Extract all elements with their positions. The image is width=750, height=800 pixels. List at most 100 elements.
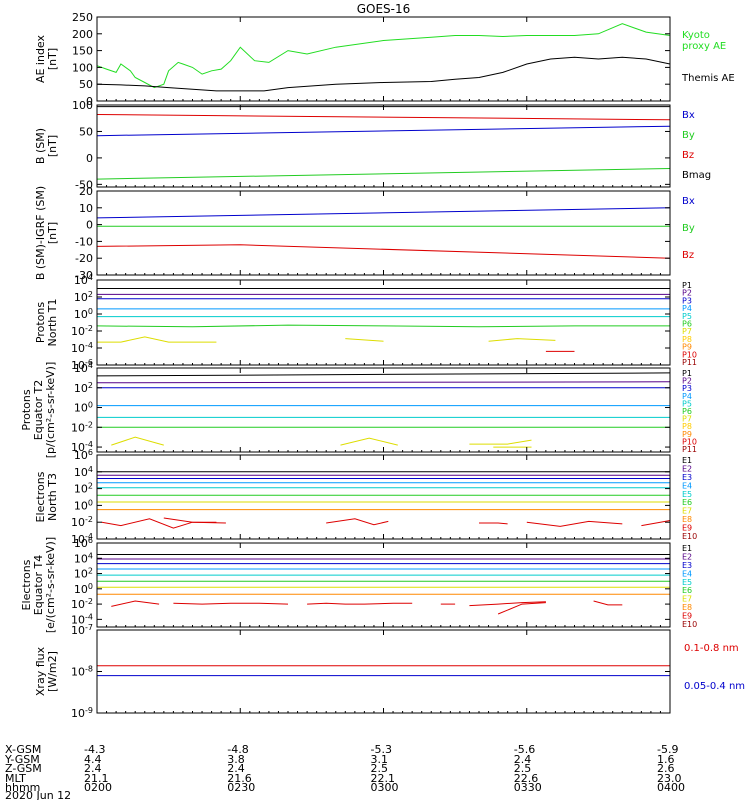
y-tick-label: -50 [75, 178, 93, 191]
legend-entry: By [682, 130, 695, 141]
x-tick-value: 0330 [514, 781, 542, 794]
legend-entry: P6 [682, 320, 692, 329]
legend-entry: E6 [682, 498, 692, 507]
series-et4-13 [497, 602, 546, 615]
legend-entry: E10 [682, 620, 697, 629]
series-et3-10 [326, 518, 389, 526]
y-axis-label: AE index [34, 34, 47, 83]
y-tick-label: 104 [74, 273, 93, 287]
y-axis-label: Protons [20, 389, 33, 430]
x-axis-info: X-GSMY-GSMZ-GSMMLThhmm-4.34.42.421.10200… [4, 743, 685, 800]
legend-entry: E5 [682, 578, 692, 587]
y-axis-label: [nT] [46, 135, 59, 157]
series-pt2-8 [469, 439, 532, 445]
date-label: 2020 Jun 12 [5, 789, 71, 800]
legend-entry: P6 [682, 407, 692, 416]
y-axis-label: [p/(cm²-s-sr-keV)] [44, 362, 57, 459]
series-pt2-6 [111, 436, 164, 446]
y-tick-label: 20 [79, 185, 93, 198]
x-tick-value: 0200 [84, 781, 112, 794]
panel-frame [96, 629, 671, 714]
y-tick-label: 10-2 [71, 324, 93, 338]
x-tick-value: 21.1 [84, 772, 109, 785]
y-axis-label: Electrons [20, 559, 33, 610]
x-tick-value: -5.9 [657, 743, 678, 756]
series-birgf-2 [96, 244, 671, 259]
x-tick-value: 3.1 [371, 753, 389, 766]
x-tick-value: 3.8 [227, 753, 245, 766]
legend-entry: E7 [682, 595, 692, 604]
y-tick-label: 250 [72, 11, 93, 24]
series-et4-12 [469, 601, 546, 607]
x-tick-value: 21.6 [227, 772, 252, 785]
y-tick-label: 10-6 [71, 358, 93, 372]
y-tick-label: 10-4 [71, 341, 93, 355]
y-tick-label: -10 [75, 235, 93, 248]
legend-entry: Bz [682, 250, 694, 261]
y-tick-label: 0 [86, 95, 93, 108]
y-axis-label: [nT] [46, 222, 59, 244]
series-bsm-3 [96, 168, 671, 180]
x-tick-value: 4.4 [84, 753, 102, 766]
legend-entry: P8 [682, 422, 692, 431]
y-tick-label: 10-2 [71, 420, 93, 434]
legend-entry: Themis AE [681, 73, 735, 84]
x-tick-value: 22.1 [371, 772, 396, 785]
legend-entry: P11 [682, 445, 697, 454]
y-tick-label: -30 [75, 269, 93, 282]
series-et4-10 [307, 602, 413, 605]
series-pt2-0 [96, 372, 671, 377]
y-tick-label: 50 [79, 125, 93, 138]
series-ae-0 [96, 23, 671, 89]
panel-xray: 10-7 10-8 10-9 Xray flux [W/m2] 0.1-0.8 nm 0.0… [34, 623, 745, 720]
x-tick-value: 2.4 [227, 762, 245, 775]
legend-entry: P5 [682, 312, 692, 321]
y-axis-label: North T1 [46, 299, 59, 347]
chart-title: GOES-16 [357, 2, 411, 16]
y-axis-label: B (SM)-IGRF (SM) [34, 186, 47, 280]
y-tick-label: 104 [74, 361, 93, 375]
legend-entry: P2 [682, 289, 692, 298]
legend-entry: P8 [682, 335, 692, 344]
x-tick-value: 2.4 [84, 762, 102, 775]
series-et3-9 [163, 517, 226, 524]
y-tick-label: 100 [74, 498, 93, 512]
y-axis-label: Protons [34, 302, 47, 343]
series-pt1-5 [96, 324, 670, 328]
y-tick-label: 0 [86, 219, 93, 232]
x-tick-value: 2.5 [371, 762, 389, 775]
legend-entry: Kyoto [682, 30, 710, 41]
legend-entry: P3 [682, 384, 692, 393]
y-tick-label: 0 [86, 152, 93, 165]
legend-entry: P7 [682, 327, 692, 336]
legend-entry: P5 [682, 399, 692, 408]
series-et4-8 [111, 600, 160, 607]
y-tick-label: 10-8 [71, 665, 93, 679]
series-bsm-1 [96, 114, 671, 121]
y-tick-label: 100 [74, 307, 93, 321]
legend-entry: E3 [682, 473, 692, 482]
y-tick-label: 102 [74, 482, 93, 496]
y-tick-label: 104 [74, 551, 93, 565]
x-tick-value: 1.6 [657, 753, 675, 766]
y-axis-label: [W/m2] [46, 651, 59, 692]
legend-entry: E4 [682, 481, 692, 490]
legend-entry: E3 [682, 561, 692, 570]
y-tick-label: 10-4 [71, 532, 93, 546]
series-bsm-2 [96, 125, 671, 137]
legend-entry: Bmag [682, 170, 711, 181]
series-ae-1 [96, 56, 671, 92]
series-et4-9 [173, 602, 289, 605]
x-tick-value: -5.3 [371, 743, 392, 756]
panel-frame [96, 279, 671, 366]
legend-entry: 0.1-0.8 nm [684, 643, 739, 654]
legend-entry: P10 [682, 437, 697, 446]
legend-entry: E1 [682, 544, 692, 553]
y-tick-label: 102 [74, 567, 93, 581]
panel-frame [96, 190, 671, 276]
y-tick-label: 100 [72, 61, 93, 74]
panel-pt2: 104 102 100 10-2 10-4 Protons Equator T2 [p/(cm… [20, 361, 697, 458]
x-tick-value: 0300 [371, 781, 399, 794]
